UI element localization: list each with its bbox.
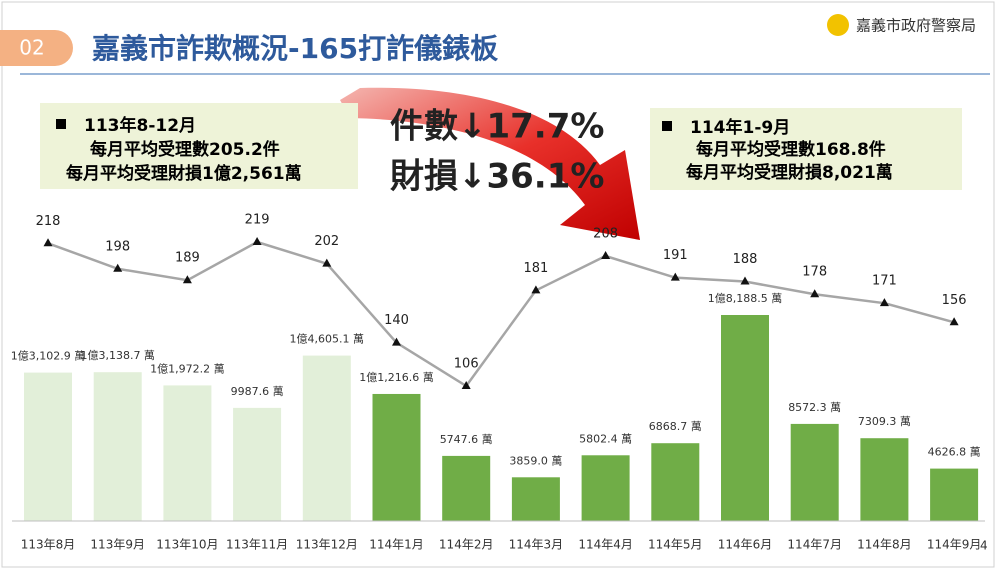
x-tick-label: 113年12月 [296, 538, 358, 552]
bar-label: 8572.3 萬 [788, 401, 841, 414]
line-marker [322, 258, 332, 267]
bar [233, 407, 282, 521]
line-marker [113, 263, 123, 272]
bar-label: 7309.3 萬 [858, 415, 911, 428]
bar [790, 423, 839, 521]
bar-label: 1億1,216.6 萬 [359, 371, 433, 384]
bar [372, 393, 421, 521]
box-right-line: 114年1-9月 [690, 117, 790, 138]
count-line [47, 240, 955, 388]
x-tick-label: 113年11月 [226, 538, 288, 552]
line-marker [810, 289, 820, 298]
badge-bg [0, 30, 73, 66]
line-marker [43, 238, 53, 247]
line-marker [461, 381, 471, 389]
x-tick-label: 113年8月 [21, 538, 76, 552]
line-label: 202 [314, 234, 339, 249]
bar [302, 355, 351, 521]
line-marker [392, 337, 401, 346]
line-label: 219 [245, 213, 270, 228]
bar [651, 443, 700, 521]
line-label: 178 [802, 265, 827, 280]
x-tick-label: 114年5月 [648, 538, 703, 552]
title: 嘉義市詐欺概況-165打詐儀錶板 [92, 32, 498, 65]
bar [930, 468, 979, 521]
box-left-line: 113年8-12月 [84, 115, 196, 136]
bar [860, 438, 909, 521]
line-label: 218 [36, 214, 61, 229]
bar-label: 5747.6 萬 [440, 433, 493, 446]
bar-label: 6868.7 萬 [649, 420, 702, 433]
line-marker [531, 285, 541, 294]
x-tick-label: 114年4月 [578, 538, 633, 552]
line-marker [670, 272, 680, 281]
bar-label: 9987.6 萬 [231, 385, 284, 398]
bar-label: 1億4,605.1 萬 [290, 333, 364, 346]
box-left-line: 每月平均受理財損1億2,561萬 [66, 163, 302, 184]
bar-label: 1億3,102.9 萬 [11, 350, 85, 363]
line-label: 198 [105, 239, 130, 254]
x-tick-label: 113年10月 [156, 538, 218, 552]
box-right-line: 每月平均受理數168.8件 [696, 139, 886, 160]
box-left [40, 103, 358, 189]
bar [24, 372, 72, 521]
line-marker [252, 237, 262, 245]
x-tick-label: 114年2月 [439, 538, 494, 552]
line-label: 189 [175, 251, 200, 266]
bar-label: 1億1,972.2 萬 [150, 362, 224, 375]
x-tick-label: 113年9月 [90, 538, 145, 552]
line-label: 191 [663, 248, 688, 263]
bar-label: 3859.0 萬 [509, 454, 562, 467]
bar [581, 455, 630, 521]
headline: 件數↓17.7% [390, 107, 604, 147]
badge: 02 [19, 36, 44, 60]
bar [442, 455, 491, 521]
line-marker [949, 317, 959, 326]
line-label: 140 [384, 313, 409, 328]
bar [93, 372, 142, 521]
agency: 嘉義市政府警察局 [856, 17, 976, 35]
box-left-line: 每月平均受理數205.2件 [90, 139, 280, 160]
bar [721, 315, 769, 521]
page-number: 4 [980, 539, 988, 553]
bullet [56, 119, 66, 129]
line-marker [601, 251, 611, 260]
line-label: 156 [942, 293, 967, 308]
x-tick-label: 114年7月 [787, 538, 842, 552]
logo [827, 14, 849, 36]
line-label: 171 [872, 274, 897, 289]
bar-label: 1億8,188.5 萬 [708, 292, 782, 305]
x-tick-label: 114年8月 [857, 538, 912, 552]
x-tick-label: 114年9月 [927, 538, 982, 552]
line-label: 208 [593, 227, 618, 242]
down-arrow [340, 87, 640, 240]
headline: 財損↓36.1% [390, 157, 604, 197]
bar [511, 477, 560, 521]
x-tick-label: 114年6月 [718, 538, 773, 552]
box-right-line: 每月平均受理財損8,021萬 [686, 162, 893, 183]
bar [163, 385, 212, 521]
line-label: 188 [733, 252, 758, 267]
x-tick-label: 114年3月 [509, 538, 564, 552]
bar-label: 4626.8 萬 [928, 446, 981, 459]
line-label: 106 [454, 357, 479, 372]
x-tick-label: 114年1月 [369, 538, 424, 552]
line-label: 181 [523, 261, 548, 276]
line-marker [182, 275, 192, 284]
bar-label: 1億3,138.7 萬 [80, 349, 154, 362]
box-right [650, 108, 962, 190]
bullet [662, 121, 672, 131]
line-marker [740, 276, 750, 285]
bar-label: 5802.4 萬 [579, 432, 632, 445]
line-marker [879, 298, 889, 307]
